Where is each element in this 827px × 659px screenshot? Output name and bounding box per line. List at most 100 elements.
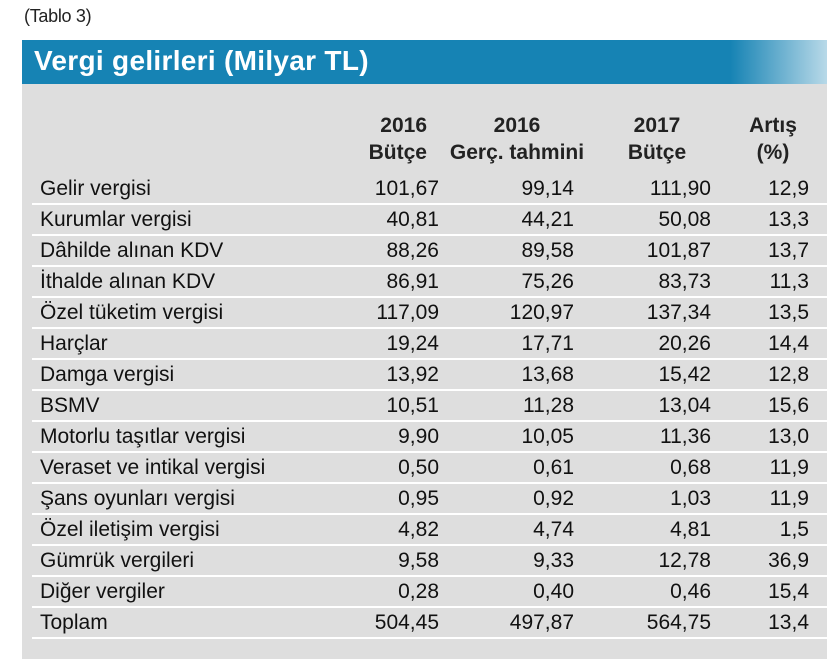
title-bar: Vergi gelirleri (Milyar TL) [22, 40, 827, 84]
cell-2016-estimate: 0,92 [533, 487, 574, 510]
cell-2017-budget: 111,90 [649, 177, 711, 200]
cell-increase: 13,3 [768, 208, 809, 231]
column-header-increase: Artış (%) [743, 112, 803, 166]
cell-2016-budget: 101,67 [374, 177, 439, 200]
cell-2016-budget: 0,50 [398, 456, 439, 479]
column-header-line1: 2016 [380, 114, 427, 137]
data-table: 2016 Bütçe 2016 Gerç. tahmini 2017 Bütçe… [22, 84, 827, 659]
table-row: Veraset ve intikal vergisi 0,50 0,61 0,68 11… [32, 453, 827, 484]
cell-2016-budget: 10,51 [386, 394, 439, 417]
cell-2016-budget: 9,58 [398, 549, 439, 572]
row-label: Harçlar [40, 332, 108, 355]
cell-2017-budget: 20,26 [658, 332, 711, 355]
table-row: Kurumlar vergisi 40,81 44,21 50,08 13,3 [32, 205, 827, 236]
cell-2016-estimate: 10,05 [521, 425, 574, 448]
table-row: Gelir vergisi 101,67 99,14 111,90 12,9 [32, 174, 827, 205]
table-row: Özel iletişim vergisi 4,82 4,74 4,81 1,5 [32, 515, 827, 546]
cell-2017-budget: 0,68 [670, 456, 711, 479]
cell-2016-estimate: 11,28 [523, 394, 574, 417]
row-label: Veraset ve intikal vergisi [40, 456, 266, 479]
cell-increase: 1,5 [779, 518, 809, 541]
row-label: Diğer vergiler [40, 580, 165, 603]
cell-2016-estimate: 17,71 [521, 332, 574, 355]
cell-2016-budget: 9,90 [398, 425, 439, 448]
cell-2016-budget: 0,95 [398, 487, 439, 510]
table-row: Özel tüketim vergisi 117,09 120,97 137,34 13… [32, 298, 827, 329]
column-header-2016-budget: 2016 Bütçe [369, 112, 427, 166]
cell-2016-budget: 19,24 [386, 332, 439, 355]
column-header-2016-estimate: 2016 Gerç. tahmini [437, 112, 597, 166]
table-row: Gümrük vergileri 9,58 9,33 12,78 36,9 [32, 546, 827, 577]
row-label: Özel iletişim vergisi [40, 518, 220, 541]
cell-increase: 13,5 [768, 301, 809, 324]
column-header-line2: Bütçe [627, 141, 687, 164]
cell-increase: 13,7 [768, 239, 809, 262]
cell-2016-estimate: 497,87 [509, 611, 574, 634]
cell-2016-budget: 13,92 [386, 363, 439, 386]
table-row: Diğer vergiler 0,28 0,40 0,46 15,4 [32, 577, 827, 608]
cell-increase: 11,3 [769, 270, 809, 293]
cell-2017-budget: 0,46 [670, 580, 711, 603]
cell-2016-estimate: 75,26 [521, 270, 574, 293]
table-row: Toplam 504,45 497,87 564,75 13,4 [32, 608, 827, 639]
column-header-line2: Gerç. tahmini [449, 141, 585, 164]
cell-2016-budget: 504,45 [374, 611, 439, 634]
cell-2016-budget: 88,26 [386, 239, 439, 262]
row-label: Gümrük vergileri [40, 549, 195, 572]
cell-2016-budget: 86,91 [386, 270, 439, 293]
cell-increase: 13,0 [768, 425, 809, 448]
row-label: Damga vergisi [40, 363, 175, 386]
table-row: Damga vergisi 13,92 13,68 15,42 12,8 [32, 360, 827, 391]
cell-2017-budget: 50,08 [658, 208, 711, 231]
column-header-line1: 2017 [633, 114, 681, 137]
cell-increase: 14,4 [768, 332, 809, 355]
cell-2017-budget: 1,03 [670, 487, 711, 510]
cell-2016-estimate: 89,58 [521, 239, 574, 262]
column-header-2017-budget: 2017 Bütçe [617, 112, 697, 166]
cell-increase: 13,4 [768, 611, 809, 634]
cell-2017-budget: 11,36 [660, 425, 711, 448]
table-row: BSMV 10,51 11,28 13,04 15,6 [32, 391, 827, 422]
row-label: Şans oyunları vergisi [40, 487, 235, 510]
row-label: Özel tüketim vergisi [40, 301, 224, 324]
table-row: Harçlar 19,24 17,71 20,26 14,4 [32, 329, 827, 360]
table-row: İthalde alınan KDV 86,91 75,26 83,73 11,3 [32, 267, 827, 298]
cell-2017-budget: 12,78 [658, 549, 711, 572]
cell-2017-budget: 564,75 [646, 611, 711, 634]
row-label: Toplam [40, 611, 108, 634]
table-title: Vergi gelirleri (Milyar TL) [34, 45, 369, 76]
cell-2016-budget: 117,09 [376, 301, 439, 324]
cell-2016-estimate: 13,68 [521, 363, 574, 386]
cell-increase: 12,9 [768, 177, 809, 200]
row-label: Motorlu taşıtlar vergisi [40, 425, 246, 448]
row-label: BSMV [40, 394, 100, 417]
cell-2017-budget: 15,42 [658, 363, 711, 386]
cell-2016-estimate: 44,21 [521, 208, 574, 231]
row-label: İthalde alınan KDV [40, 270, 216, 293]
cell-2016-budget: 0,28 [398, 580, 439, 603]
cell-2016-estimate: 4,74 [533, 518, 574, 541]
cell-2017-budget: 137,34 [646, 301, 711, 324]
cell-2016-estimate: 120,97 [509, 301, 574, 324]
cell-2016-budget: 4,82 [398, 518, 439, 541]
cell-increase: 12,8 [768, 363, 809, 386]
cell-2017-budget: 4,81 [670, 518, 711, 541]
table-caption: (Tablo 3) [24, 6, 92, 26]
cell-increase: 11,9 [769, 456, 809, 479]
cell-increase: 15,4 [768, 580, 809, 603]
row-label: Dâhilde alınan KDV [40, 239, 224, 262]
cell-2017-budget: 13,04 [658, 394, 711, 417]
table-row: Motorlu taşıtlar vergisi 9,90 10,05 11,36 13… [32, 422, 827, 453]
table-row: Şans oyunları vergisi 0,95 0,92 1,03 11,9 [32, 484, 827, 515]
row-label: Kurumlar vergisi [40, 208, 192, 231]
row-label: Gelir vergisi [40, 177, 151, 200]
cell-increase: 15,6 [768, 394, 809, 417]
cell-increase: 11,9 [769, 487, 809, 510]
column-header-line1: Artış [749, 114, 797, 137]
column-header-line2: (%) [756, 141, 790, 164]
cell-2017-budget: 83,73 [658, 270, 711, 293]
cell-2016-estimate: 0,40 [533, 580, 574, 603]
cell-2016-estimate: 99,14 [521, 177, 574, 200]
cell-2016-estimate: 0,61 [533, 456, 574, 479]
cell-increase: 36,9 [768, 549, 809, 572]
